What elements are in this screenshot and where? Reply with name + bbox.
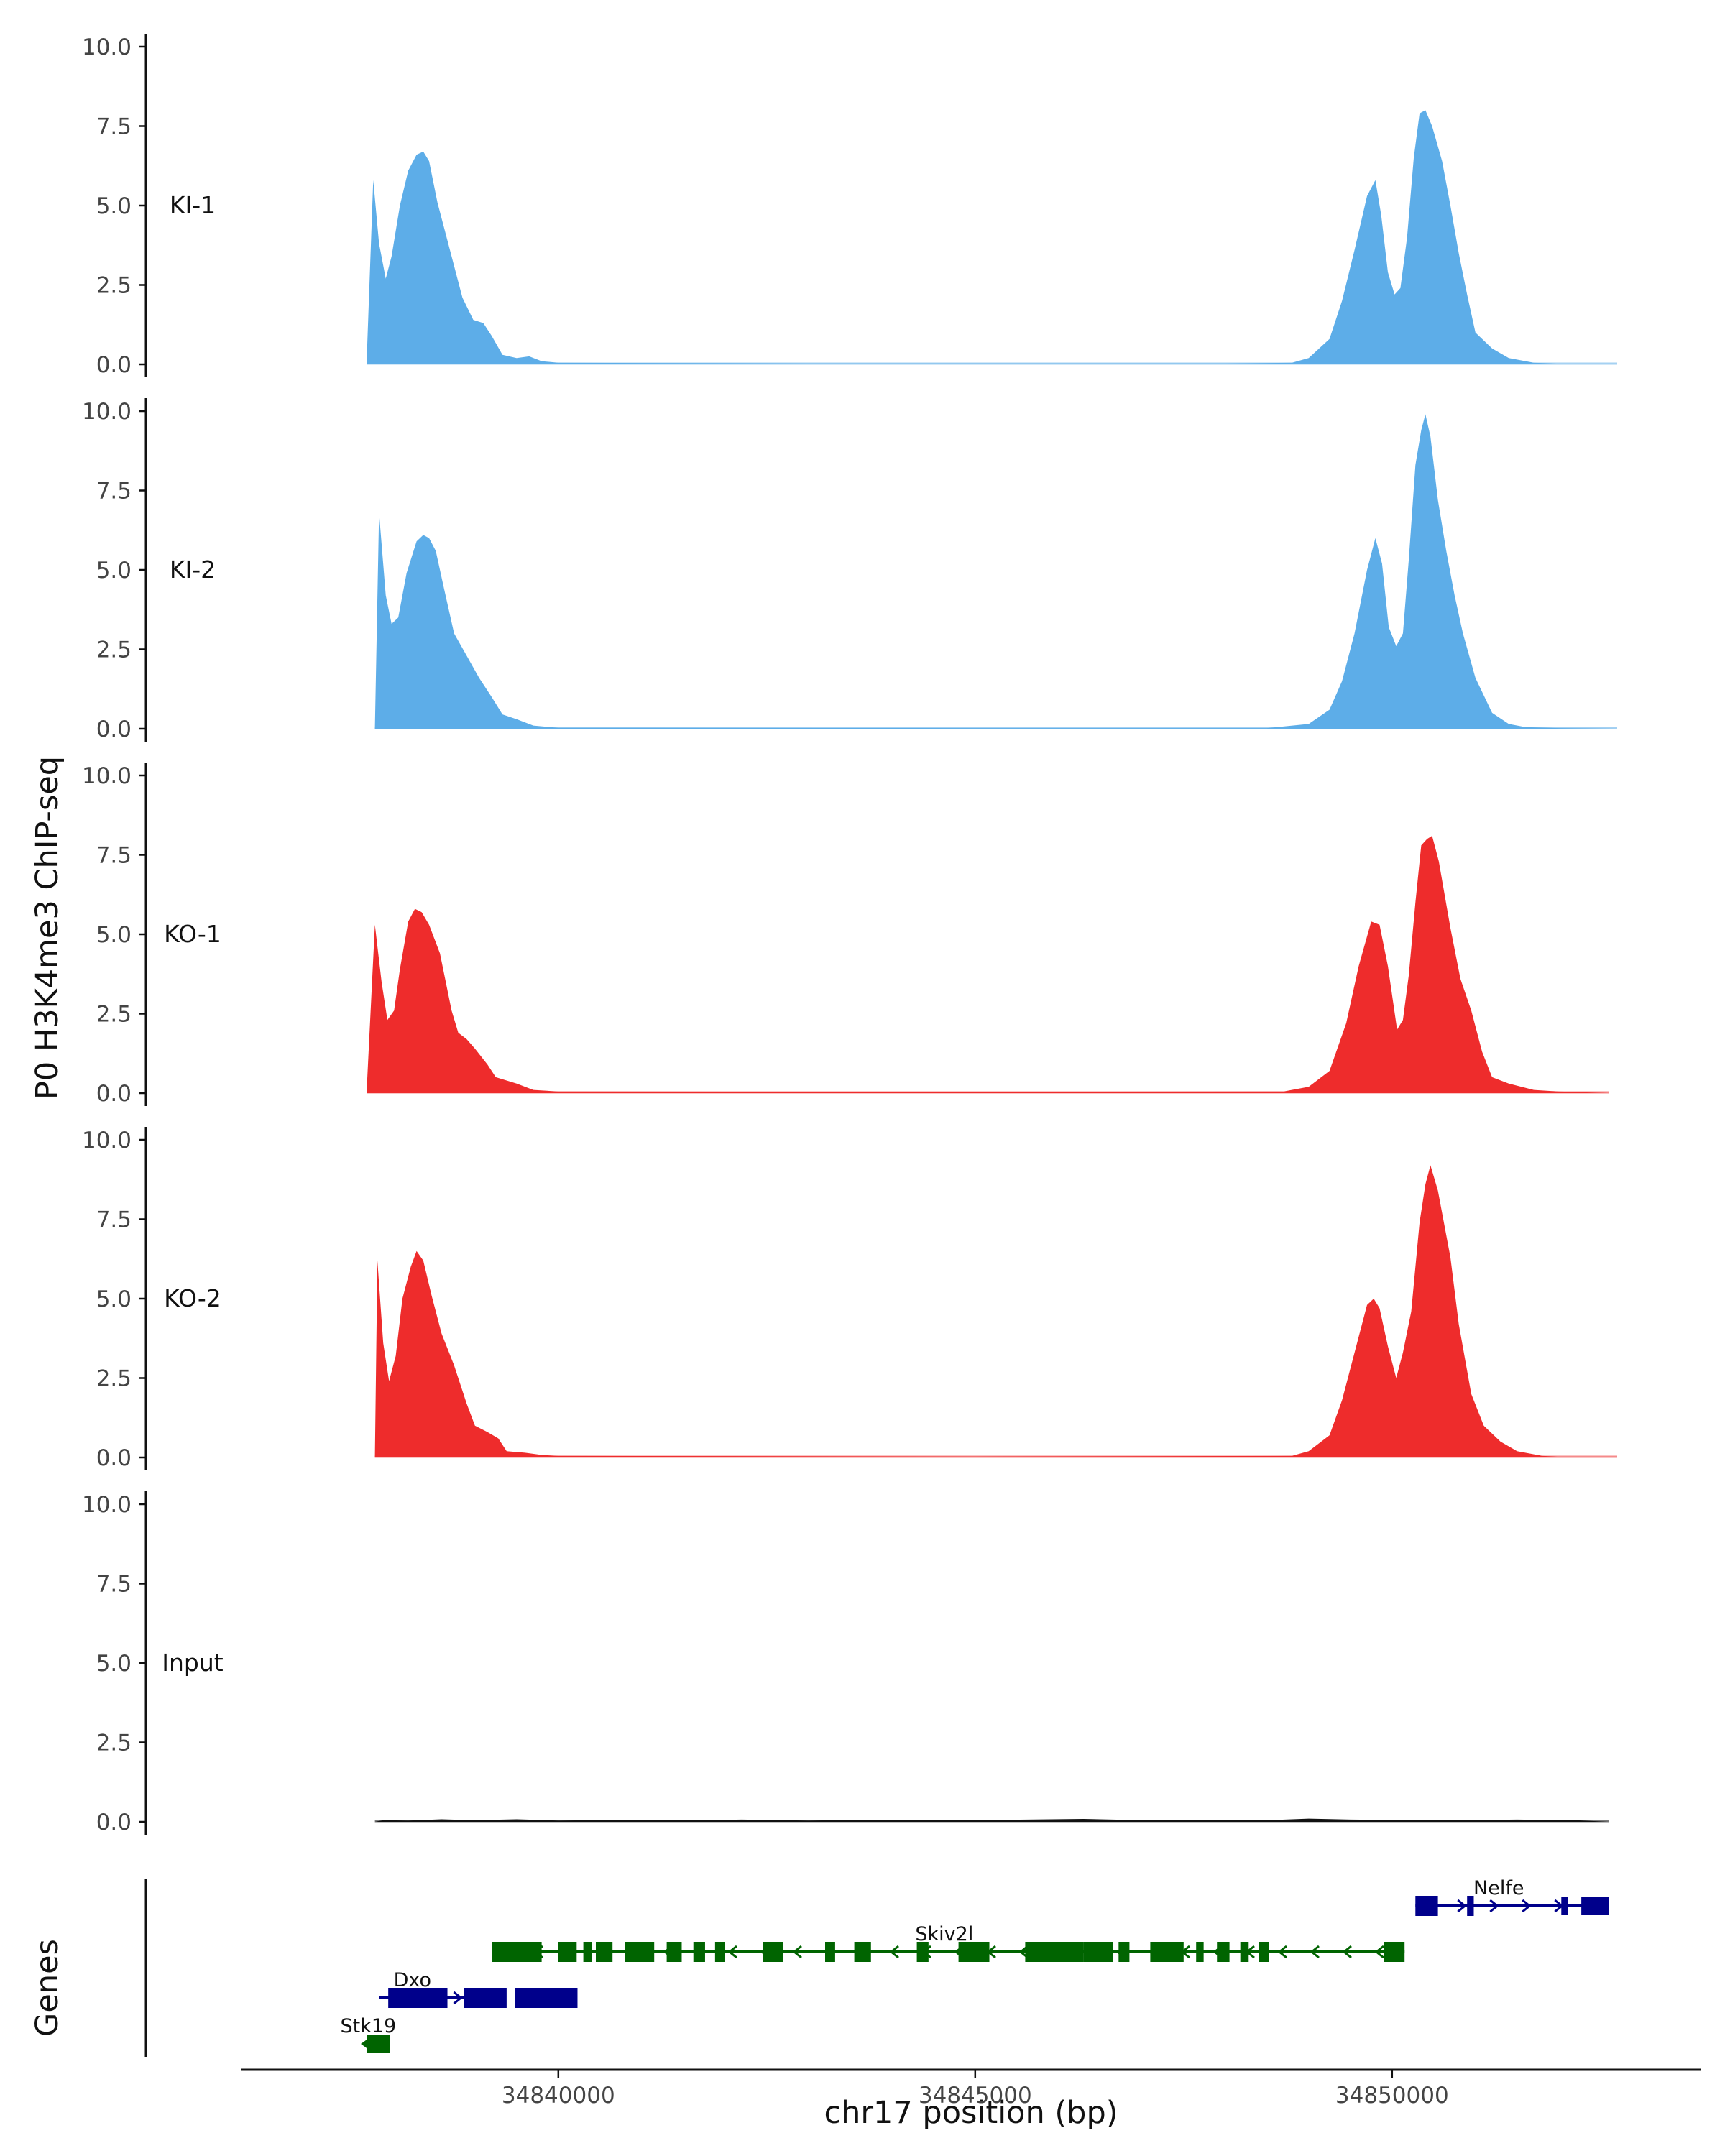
y-tick-label: 10.0: [82, 399, 132, 425]
y-tick-label: 0.0: [96, 1810, 132, 1835]
gene-stk19: Stk19: [340, 2015, 396, 2053]
coverage-area: [367, 836, 1609, 1093]
track-label: KO-1: [164, 920, 221, 948]
strand-chevron: [727, 1945, 737, 1959]
y-tick-label: 5.0: [96, 922, 132, 948]
coverage-tracks: 0.0 2.5 5.0 7.5 10.0 KI-1 0.0 2.5 5.0 7.5 10.0 KI-2…: [82, 34, 1617, 1835]
gene-exon: [1196, 1942, 1204, 1962]
track-ki-2: 0.0 2.5 5.0 7.5 10.0 KI-2: [82, 398, 1617, 742]
gene-exon: [515, 1988, 558, 2008]
track-input: 0.0 2.5 5.0 7.5 10.0 Input: [82, 1491, 1609, 1835]
x-tick-label: 34840000: [502, 2083, 615, 2109]
y-tick-label: 2.5: [96, 637, 132, 663]
y-tick-label: 5.0: [96, 1651, 132, 1677]
track-ki-1: 0.0 2.5 5.0 7.5 10.0 KI-1: [82, 34, 1617, 378]
y-tick-label: 2.5: [96, 1731, 132, 1756]
y-tick-label: 7.5: [96, 479, 132, 505]
y-tick-label: 2.5: [96, 1366, 132, 1392]
gene-exon: [583, 1942, 592, 1962]
y-tick-label: 0.0: [96, 717, 132, 742]
coverage-area: [374, 1165, 1617, 1457]
gene-exon: [492, 1942, 542, 1962]
gene-nelfe: Nelfe: [1415, 1877, 1609, 1916]
gene-exon: [625, 1942, 655, 1962]
strand-chevron: [1277, 1945, 1287, 1959]
strand-chevron: [453, 1991, 463, 2005]
gene-exon: [1025, 1942, 1084, 1962]
gene-exon: [958, 1942, 990, 1962]
gene-exon: [763, 1942, 783, 1962]
y-axis-title: P0 H3K4me3 ChIP-seq: [29, 756, 65, 1100]
gene-exon: [596, 1942, 613, 1962]
strand-chevron: [1310, 1945, 1320, 1959]
gene-exon: [1118, 1942, 1130, 1962]
gene-exon: [1240, 1942, 1249, 1962]
gene-exon: [714, 1942, 725, 1962]
y-tick-label: 2.5: [96, 1002, 132, 1028]
gene-label: Nelfe: [1473, 1877, 1524, 1899]
y-tick-label: 7.5: [96, 114, 132, 140]
y-tick-label: 5.0: [96, 193, 132, 219]
track-label: KI-2: [170, 556, 216, 584]
strand-chevron: [1489, 1899, 1499, 1913]
gene-exon: [361, 2035, 390, 2053]
gene-exon: [1217, 1942, 1230, 1962]
gene-exon: [1150, 1942, 1184, 1962]
gene-exon: [693, 1942, 705, 1962]
gene-exon: [558, 1988, 578, 2008]
strand-chevron: [1522, 1899, 1532, 1913]
gene-exon: [1083, 1942, 1113, 1962]
track-ko-1: 0.0 2.5 5.0 7.5 10.0 KO-1: [82, 763, 1609, 1107]
strand-chevron: [1342, 1945, 1352, 1959]
gene-exon: [388, 1988, 448, 2008]
gene-label: Stk19: [340, 2015, 396, 2037]
gene-exon: [1259, 1942, 1269, 1962]
gene-exon: [854, 1942, 871, 1962]
gene-exon: [1384, 1942, 1405, 1962]
strand-chevron: [792, 1945, 802, 1959]
track-label: Input: [162, 1649, 224, 1677]
y-tick-label: 7.5: [96, 843, 132, 869]
gene-exon: [464, 1988, 507, 2008]
strand-chevron: [1374, 1945, 1384, 1959]
y-tick-label: 10.0: [82, 1128, 132, 1153]
gene-exon: [1561, 1897, 1568, 1915]
y-tick-label: 10.0: [82, 34, 132, 60]
gene-exon: [1467, 1896, 1474, 1916]
gene-exon: [825, 1942, 835, 1962]
gene-exon: [916, 1942, 929, 1962]
coverage-area: [374, 414, 1617, 729]
y-tick-label: 10.0: [82, 1492, 132, 1518]
y-tick-label: 0.0: [96, 352, 132, 378]
gene-exon: [1581, 1897, 1609, 1915]
y-tick-label: 0.0: [96, 1081, 132, 1107]
y-tick-label: 2.5: [96, 273, 132, 299]
x-axis-title: chr17 position (bp): [824, 2095, 1118, 2131]
y-tick-label: 10.0: [82, 763, 132, 789]
y-tick-label: 0.0: [96, 1445, 132, 1471]
y-tick-label: 7.5: [96, 1207, 132, 1233]
gene-dxo: Dxo: [379, 1969, 578, 2008]
gene-skiv2l: Skiv2l: [492, 1923, 1405, 1962]
gene-exon: [558, 1942, 577, 1962]
y-tick-label: 7.5: [96, 1572, 132, 1598]
track-label: KI-1: [170, 191, 216, 219]
y-tick-label: 5.0: [96, 1286, 132, 1312]
coverage-area: [367, 110, 1617, 364]
strand-chevron: [889, 1945, 899, 1959]
strand-chevron: [1457, 1899, 1467, 1913]
gene-exon: [1415, 1896, 1438, 1916]
genes-axis-title: Genes: [29, 1939, 65, 2037]
gene-label: Skiv2l: [915, 1923, 973, 1945]
track-label: KO-2: [164, 1284, 221, 1312]
gene-label: Dxo: [394, 1969, 431, 1991]
y-tick-label: 5.0: [96, 558, 132, 584]
gene-exon: [666, 1942, 682, 1962]
x-tick-label: 34850000: [1335, 2083, 1449, 2109]
track-ko-2: 0.0 2.5 5.0 7.5 10.0 KO-2: [82, 1127, 1617, 1471]
gene-annotation-track: Nelfe Skiv2l Dxo Stk19: [144, 1877, 1609, 2057]
x-tick-label: 34845000: [919, 2083, 1032, 2109]
x-axis: 34840000 34845000 34850000: [242, 2068, 1701, 2109]
